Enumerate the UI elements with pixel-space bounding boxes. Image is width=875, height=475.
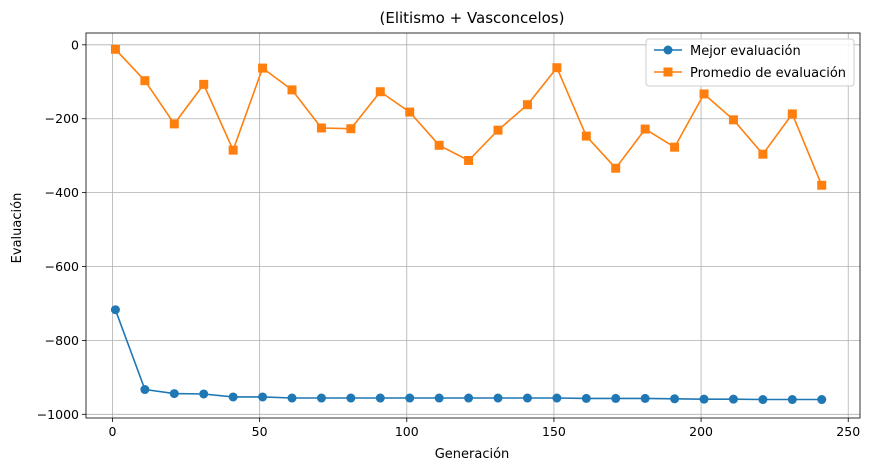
data-point-mejor [287, 393, 297, 403]
data-point-mejor [728, 394, 738, 404]
data-point-promedio [316, 123, 326, 133]
series-line-0 [114, 309, 822, 401]
data-point-mejor [787, 395, 797, 405]
x-axis-label: Generación [435, 447, 510, 462]
y-tick-label: −400 [45, 185, 79, 200]
legend-marker-mejor [663, 45, 673, 55]
data-point-mejor [817, 395, 827, 405]
data-point-promedio [581, 131, 591, 141]
data-point-mejor [316, 393, 326, 403]
data-point-promedio [110, 44, 120, 54]
x-tick-label: 200 [689, 424, 713, 439]
data-point-promedio [346, 124, 356, 134]
data-point-promedio [228, 145, 238, 155]
data-point-mejor [140, 385, 150, 395]
data-point-mejor [552, 393, 562, 403]
x-tick-label: 100 [395, 424, 419, 439]
data-point-mejor [405, 393, 415, 403]
y-tick-label: −800 [45, 333, 79, 348]
data-point-mejor [581, 393, 591, 403]
data-point-promedio [817, 180, 827, 190]
data-point-promedio [258, 63, 268, 73]
legend-box [645, 38, 855, 87]
x-tick-label: 50 [252, 424, 268, 439]
data-point-mejor [375, 393, 385, 403]
data-point-mejor [228, 392, 238, 402]
data-point-mejor [699, 394, 709, 404]
legend-marker-promedio [663, 67, 673, 77]
data-point-promedio [728, 115, 738, 125]
data-point-promedio [640, 124, 650, 134]
legend-label-mejor: Mejor evaluación [690, 44, 801, 59]
data-point-promedio [522, 100, 532, 110]
data-point-promedio [493, 125, 503, 135]
y-tick-label: −200 [45, 111, 79, 126]
data-point-mejor [346, 393, 356, 403]
data-point-promedio [169, 119, 179, 129]
plot-frame [85, 32, 861, 419]
data-point-promedio [375, 87, 385, 97]
data-point-mejor [464, 393, 474, 403]
y-axis-label: Evaluación [10, 193, 25, 264]
data-point-promedio [670, 142, 680, 152]
data-point-promedio [787, 109, 797, 119]
data-point-promedio [405, 107, 415, 117]
data-point-mejor [258, 392, 268, 402]
legend-label-promedio: Promedio de evaluación [690, 66, 846, 81]
data-point-mejor [199, 389, 209, 399]
data-point-promedio [758, 149, 768, 159]
data-point-promedio [287, 85, 297, 95]
data-point-mejor [110, 305, 120, 315]
series-layer [110, 44, 827, 405]
data-point-promedio [434, 140, 444, 150]
data-point-promedio [611, 163, 621, 173]
data-point-promedio [464, 155, 474, 165]
legend: Mejor evaluación Promedio de evaluación [645, 38, 855, 87]
y-tick-label: −1000 [37, 407, 79, 422]
grid-layer [86, 33, 860, 418]
data-point-promedio [140, 76, 150, 86]
data-point-mejor [169, 389, 179, 399]
data-point-mejor [522, 393, 532, 403]
tick-layer: 0 50 100 150 200 250 0 −200 −400 −600 −800 −1000 [37, 37, 861, 439]
x-tick-label: 250 [836, 424, 860, 439]
data-point-promedio [552, 63, 562, 73]
data-point-promedio [699, 89, 709, 99]
y-tick-label: −600 [45, 259, 79, 274]
data-point-promedio [199, 79, 209, 89]
data-point-mejor [434, 393, 444, 403]
data-point-mejor [640, 393, 650, 403]
x-tick-label: 0 [109, 424, 117, 439]
chart-title: (Elitismo + Vasconcelos) [380, 9, 565, 27]
data-point-mejor [611, 393, 621, 403]
data-point-mejor [670, 394, 680, 404]
data-point-mejor [493, 393, 503, 403]
y-tick-label: 0 [71, 37, 79, 52]
data-point-mejor [758, 395, 768, 405]
x-tick-label: 150 [542, 424, 566, 439]
